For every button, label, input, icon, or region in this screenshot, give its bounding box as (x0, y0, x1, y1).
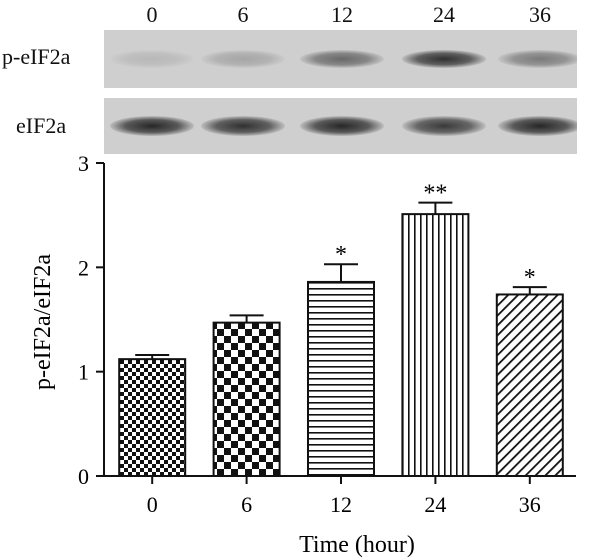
bar-6 (212, 321, 281, 477)
y-tick-label: 2 (78, 255, 89, 280)
lane-header-12: 12 (331, 2, 353, 27)
lane-header-6: 6 (237, 2, 249, 27)
blot-band (498, 116, 577, 136)
blot-band (300, 50, 384, 68)
x-tick-label: 24 (424, 492, 446, 517)
bar-36 (495, 293, 564, 477)
x-tick-label: 0 (147, 492, 158, 517)
blot-band (110, 116, 194, 136)
blot-row-label-eif2a: eIF2a (16, 113, 67, 138)
bar-12 (307, 280, 375, 477)
significance-marker: * (524, 265, 536, 291)
x-tick-label: 12 (330, 492, 352, 517)
bar-0 (118, 358, 187, 477)
blot-row-label-p-eif2a: p-eIF2a (2, 44, 71, 69)
blot-band (201, 50, 285, 68)
blot-band (201, 116, 285, 136)
y-tick-label: 3 (78, 151, 89, 176)
x-tick-label: 6 (241, 492, 252, 517)
blot-band (402, 50, 486, 68)
y-tick-label: 1 (78, 360, 89, 385)
lane-header-0: 0 (146, 2, 158, 27)
y-tick-label: 0 (78, 464, 89, 489)
blot-strip-p-eif2a (104, 30, 577, 88)
significance-marker: ** (423, 181, 447, 207)
axis-labels: Time (hour) p-eIF2a/eIF2a (30, 254, 415, 558)
y-axis-title: p-eIF2a/eIF2a (30, 254, 56, 390)
bar-24 (401, 213, 470, 478)
bars: **** (118, 181, 564, 478)
x-axis-title: Time (hour) (299, 532, 415, 558)
significance-marker: * (335, 242, 347, 268)
blot-band (300, 116, 384, 136)
lane-header-36: 36 (529, 2, 551, 27)
blot-band (402, 116, 486, 136)
blot-band (110, 50, 194, 68)
blot-band (498, 50, 577, 68)
x-tick-label: 36 (519, 492, 541, 517)
blot-strip-eif2a (104, 98, 577, 154)
lane-header-24: 24 (433, 2, 455, 27)
